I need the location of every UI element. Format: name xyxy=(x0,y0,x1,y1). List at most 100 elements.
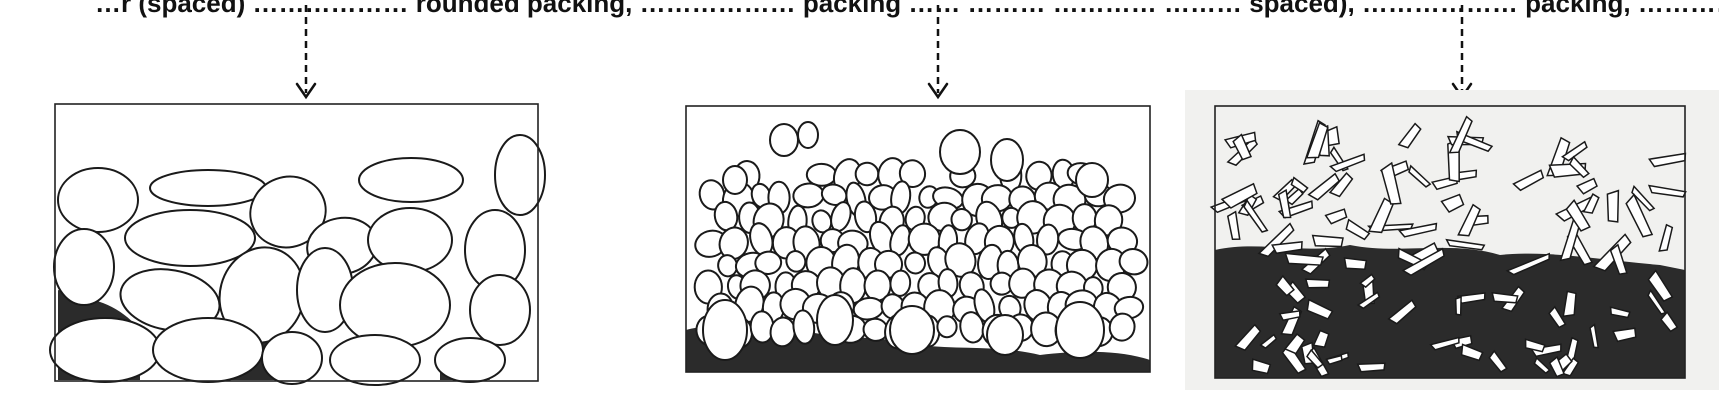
stones xyxy=(693,121,1149,361)
fragment xyxy=(1448,115,1473,154)
fragment xyxy=(1271,241,1303,255)
stone xyxy=(339,262,451,348)
fragment xyxy=(1582,193,1600,214)
fragment xyxy=(1460,343,1484,362)
stone xyxy=(1108,312,1136,342)
fragment xyxy=(1457,203,1482,237)
fragment xyxy=(1606,189,1620,223)
fragment xyxy=(1631,184,1656,212)
stone xyxy=(152,317,264,383)
fragment xyxy=(1356,362,1386,373)
fragment xyxy=(1440,193,1465,213)
stone xyxy=(853,200,878,234)
panel-frame xyxy=(54,103,539,382)
stone xyxy=(816,294,854,346)
fragment xyxy=(1575,177,1598,195)
stone xyxy=(367,207,453,273)
fragment xyxy=(1328,153,1366,173)
stone xyxy=(792,182,825,209)
stone xyxy=(785,250,807,273)
small-rounded-stones-panel xyxy=(685,105,1151,373)
fragment xyxy=(1284,187,1304,206)
stone xyxy=(249,175,327,249)
fragment xyxy=(1647,184,1687,198)
fragment xyxy=(1345,218,1371,241)
stone xyxy=(53,228,115,306)
stone xyxy=(434,337,506,383)
fragment xyxy=(1259,333,1278,350)
fragment xyxy=(1548,305,1567,329)
stone xyxy=(57,167,139,233)
fragment xyxy=(1220,182,1258,209)
fragment xyxy=(1445,238,1486,251)
fragment xyxy=(1284,252,1324,266)
fragment xyxy=(1429,336,1460,351)
stone xyxy=(494,134,546,216)
stone xyxy=(939,129,981,175)
fragment xyxy=(1307,172,1341,201)
fragment xyxy=(1625,193,1654,238)
fragment xyxy=(1401,247,1445,277)
stone xyxy=(358,157,464,203)
fragment xyxy=(1226,210,1241,240)
fragment xyxy=(1281,342,1307,375)
fragment xyxy=(1311,234,1344,248)
fragment xyxy=(1277,188,1292,219)
fragment xyxy=(1612,327,1637,343)
fragment xyxy=(1647,269,1674,303)
fragment xyxy=(1505,252,1550,276)
fragment xyxy=(1304,278,1331,289)
stone xyxy=(469,274,531,346)
arrow-2 xyxy=(927,5,949,100)
stone xyxy=(329,334,421,386)
stone xyxy=(702,299,748,361)
fragment xyxy=(1512,169,1545,192)
fragment xyxy=(1565,199,1591,232)
fragment xyxy=(1454,295,1462,316)
fragment xyxy=(1359,273,1376,289)
stone xyxy=(936,315,958,339)
fragment xyxy=(1243,198,1269,233)
fragment xyxy=(1397,122,1422,149)
fragment xyxy=(1283,333,1306,355)
fragment xyxy=(1324,208,1348,225)
stone xyxy=(898,159,927,188)
stone xyxy=(889,305,935,355)
fragment xyxy=(1647,288,1667,315)
fragment xyxy=(1568,155,1590,179)
arrow-3 xyxy=(1451,5,1473,100)
fragment xyxy=(1278,310,1301,322)
fragment xyxy=(1408,164,1432,188)
fragment xyxy=(1562,290,1577,318)
fragment xyxy=(1397,222,1438,238)
stone xyxy=(1075,162,1109,198)
fragment xyxy=(1312,329,1330,348)
fragment xyxy=(1548,355,1566,378)
fragment xyxy=(1328,171,1354,198)
fragment xyxy=(1306,298,1334,320)
panel-frame xyxy=(685,105,1151,373)
stone xyxy=(261,331,323,385)
fragment xyxy=(1530,343,1562,358)
fragment xyxy=(1380,161,1402,205)
stone xyxy=(49,317,161,383)
fragment xyxy=(1356,291,1381,310)
fragment xyxy=(1232,133,1253,161)
fragment xyxy=(1524,338,1546,353)
stone xyxy=(805,162,838,187)
fragment xyxy=(1658,223,1674,252)
matrix-fill xyxy=(1215,245,1685,378)
stone xyxy=(797,121,819,149)
stone xyxy=(1055,301,1105,359)
large-rounded-stones-panel xyxy=(49,103,546,386)
fragment xyxy=(1561,140,1588,162)
stone xyxy=(769,123,799,157)
angular-fragments-panel xyxy=(1185,90,1719,390)
fragment xyxy=(1488,349,1508,373)
stone xyxy=(986,314,1024,356)
stones xyxy=(49,134,546,386)
fragment xyxy=(1275,274,1295,297)
fragment xyxy=(1306,348,1325,369)
fragment xyxy=(1533,356,1551,375)
